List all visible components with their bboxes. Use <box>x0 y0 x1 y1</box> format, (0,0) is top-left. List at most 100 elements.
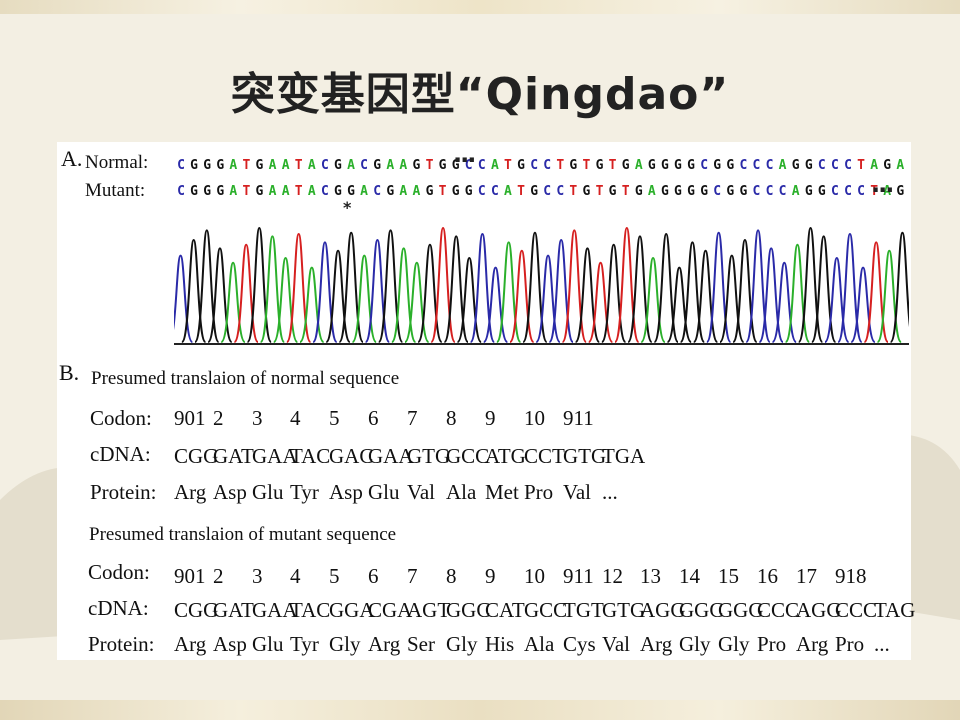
normal-label: Normal: <box>85 152 149 173</box>
mutant-base: G <box>334 184 342 199</box>
normal-base: G <box>517 158 525 173</box>
cdna-triplet: GCC <box>524 598 568 622</box>
normal-base: G <box>791 158 800 173</box>
normal-base: C <box>830 158 839 173</box>
amino-acid: Val <box>407 480 435 504</box>
mutant-base: C <box>373 184 382 199</box>
codon-number: 17 <box>796 564 817 588</box>
normal-base: G <box>216 158 225 173</box>
normal-base: G <box>674 158 682 173</box>
cdna-triplet: AGG <box>640 598 686 622</box>
mutant-base: A <box>399 184 408 199</box>
mutant-base: G <box>608 184 617 199</box>
slide-title: 突变基因型“Qingdao” <box>230 69 730 120</box>
mutant-base: G <box>726 184 735 199</box>
chromatogram-peak <box>889 231 909 343</box>
normal-base: G <box>203 158 212 173</box>
amino-acid: Arg <box>368 632 401 656</box>
codon-number: 5 <box>329 406 340 430</box>
normal-base: G <box>255 158 264 173</box>
mutant-base: G <box>660 184 669 199</box>
codon-number: 10 <box>524 406 545 430</box>
cdna-triplet: CCC <box>835 598 878 622</box>
mutant-base: C <box>543 184 552 199</box>
codon-number: 2 <box>213 406 224 430</box>
normal-base: G <box>334 158 342 173</box>
mutant-base: G <box>817 184 826 199</box>
normal-base: G <box>373 158 382 173</box>
cdna-triplet: GGC <box>446 598 491 622</box>
mutant-base: G <box>700 184 709 199</box>
mutant-label: Mutant: <box>85 180 146 201</box>
normal-base: T <box>608 158 617 173</box>
cdna-triplet: GAA <box>368 444 414 468</box>
normal-base: G <box>647 158 656 173</box>
normal-base: C <box>477 158 486 173</box>
normal-base: A <box>307 158 316 173</box>
codon-number: 901 <box>174 406 206 430</box>
codon-number: 8 <box>446 564 457 588</box>
mutant-base: G <box>451 184 460 199</box>
mutant-base: T <box>870 184 879 199</box>
amino-acid: Gly <box>679 632 711 656</box>
normal-base: A <box>347 158 355 173</box>
normal-base: A <box>399 158 408 173</box>
mutant-base: G <box>739 184 748 199</box>
mutant-protein-label: Protein: <box>88 632 155 656</box>
codon-number: 15 <box>718 564 739 588</box>
codon-number: 6 <box>368 406 379 430</box>
codon-number: 6 <box>368 564 379 588</box>
codon-number: 5 <box>329 564 340 588</box>
amino-acid: Pro <box>757 632 787 656</box>
amino-acid: Met <box>485 480 519 504</box>
cdna-triplet: GAC <box>329 444 374 468</box>
mutant-base: G <box>216 184 225 199</box>
mutant-base: T <box>517 184 525 199</box>
codon-number: 3 <box>252 406 263 430</box>
cdna-triplet: CGG <box>174 598 219 622</box>
codon-number: 4 <box>290 406 301 430</box>
codon-number: 16 <box>757 564 778 588</box>
mutant-base: G <box>634 184 643 199</box>
amino-acid: Glu <box>252 480 284 504</box>
mutant-base: G <box>530 184 539 199</box>
normal-base: C <box>739 158 748 173</box>
amino-acid: Gly <box>446 632 478 656</box>
amino-acid: ... <box>874 632 890 656</box>
normal-base: A <box>870 158 879 173</box>
normal-base: G <box>595 158 604 173</box>
codon-number: 12 <box>602 564 623 588</box>
mutant-base: C <box>490 184 499 199</box>
bottom-decorative-band <box>0 700 960 720</box>
codon-number: 9 <box>485 564 496 588</box>
cdna-triplet: TAC <box>290 598 331 622</box>
normal-base: A <box>634 158 643 173</box>
cdna-triplet: ATG <box>485 444 526 468</box>
mutant-base: C <box>765 184 774 199</box>
mutant-base: C <box>320 184 329 199</box>
mutant-base: C <box>177 184 185 199</box>
normal-base: T <box>242 158 251 173</box>
normal-base: G <box>687 158 695 173</box>
mutant-base: A <box>281 184 290 199</box>
amino-acid: Val <box>602 632 630 656</box>
normal-base: G <box>438 158 447 173</box>
mutant-base: A <box>647 184 656 199</box>
cdna-triplet: CAT <box>485 598 525 622</box>
cdna-triplet: TGT <box>563 598 604 622</box>
cdna-triplet: GGC <box>679 598 724 622</box>
normal-base: A <box>778 158 787 173</box>
normal-protein-label: Protein: <box>90 480 157 504</box>
panel-a-label: A. <box>61 146 83 171</box>
normal-base: C <box>765 158 774 173</box>
mutant-base: C <box>830 184 839 199</box>
mutant-codon-label: Codon: <box>88 560 150 584</box>
amino-acid: Gly <box>718 632 750 656</box>
mutant-base: G <box>347 184 355 199</box>
codon-number: 8 <box>446 406 457 430</box>
normal-base: G <box>713 158 722 173</box>
mutant-base: T <box>595 184 604 199</box>
normal-base: A <box>281 158 290 173</box>
normal-base: T <box>556 158 565 173</box>
